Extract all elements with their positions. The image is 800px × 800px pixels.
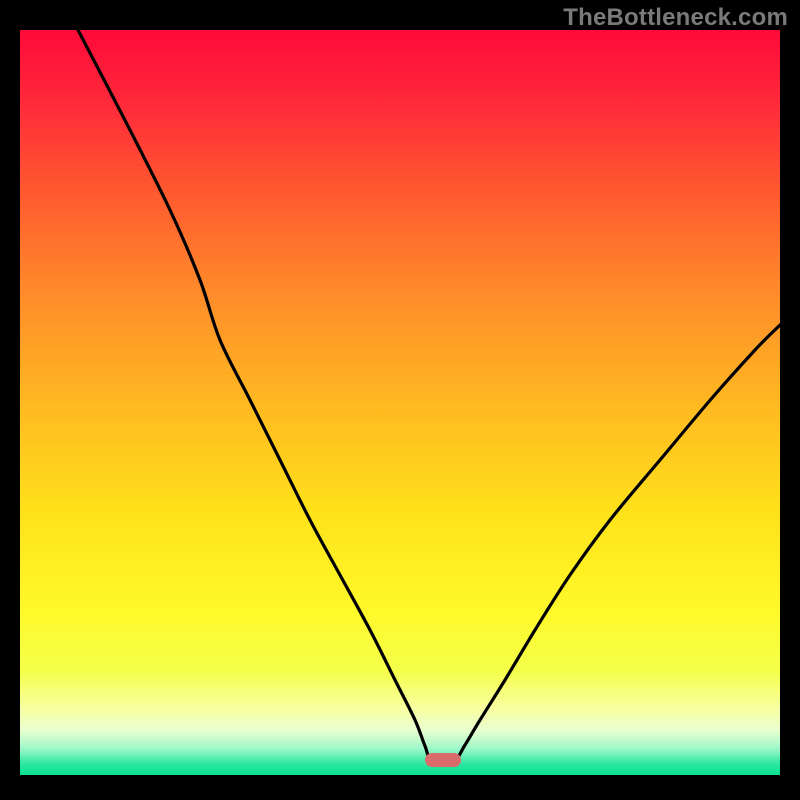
watermark-text: TheBottleneck.com xyxy=(563,4,788,32)
chart-stage: TheBottleneck.com xyxy=(0,0,800,800)
gradient-background xyxy=(20,30,780,775)
optimal-marker xyxy=(425,753,461,767)
bottleneck-chart xyxy=(0,0,800,800)
